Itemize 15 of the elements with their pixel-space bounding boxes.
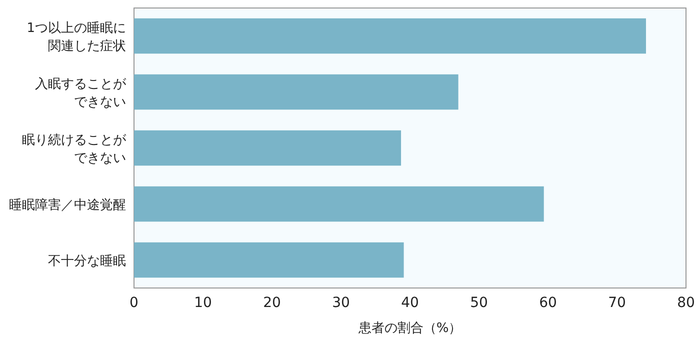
x-tick-label: 40 <box>401 295 419 311</box>
x-tick-label: 30 <box>332 295 350 311</box>
x-axis-title: 患者の割合（%） <box>357 321 462 336</box>
x-tick-label: 60 <box>539 295 557 311</box>
x-tick-label: 20 <box>263 295 281 311</box>
y-tick-label: 入眠することができない <box>35 77 127 110</box>
x-tick-label: 0 <box>130 295 138 311</box>
y-tick-label: 不十分な睡眠 <box>48 254 126 269</box>
y-tick-label: 睡眠障害／中途覚醒 <box>9 197 126 213</box>
y-tick-label: 眠り続けることができない <box>22 133 127 166</box>
y-tick-label: 1つ以上の睡眠に関連した症状 <box>26 21 126 54</box>
x-tick-label: 50 <box>470 295 488 311</box>
x-tick-label: 10 <box>194 295 212 311</box>
x-tick-label: 70 <box>608 295 626 311</box>
x-tick-label: 80 <box>677 295 695 311</box>
